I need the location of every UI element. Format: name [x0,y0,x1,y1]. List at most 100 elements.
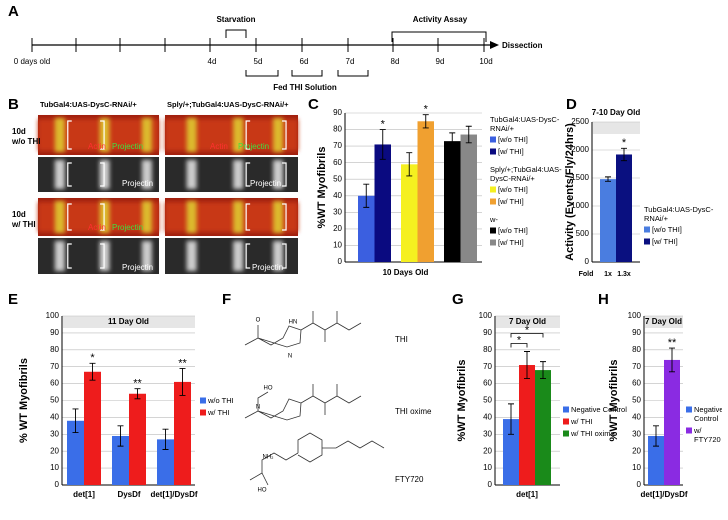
legend-swatch [686,406,692,413]
starvation-bracket [225,29,247,38]
y-tick-label: 80 [483,345,492,354]
y-tick-label: 90 [333,108,342,117]
atom: HO [264,386,273,392]
x-tick-label: det[1]/DysDf [150,490,197,499]
fed-bracket [245,70,279,77]
panel-label: E [8,291,18,308]
y-tick-label: 70 [50,362,59,371]
error-bar [524,351,530,379]
legend-label-box: w/ THI [208,408,230,417]
chart-title: 7 Day Old [509,317,546,326]
overlay-label: Projectin [250,179,281,188]
overlay-label: Actin [88,142,106,151]
y-tick-label: 30 [632,429,641,438]
y-tick-label: 90 [632,328,641,337]
y-tick-label: 90 [483,328,492,337]
striation [186,241,197,271]
striation [141,241,152,271]
y-tick-label: 70 [483,362,492,371]
x-tick-label: det[1]/DysDf [640,490,687,499]
significance-label: * [424,104,429,116]
x-tick-label: DysDf [117,490,140,499]
fed-bracket [291,70,323,77]
legend-swatch [490,239,496,246]
legend-label: [w/ THI] [652,237,678,246]
chemical-structures [244,311,385,486]
legend-label: w/ THI [208,408,230,417]
legend-swatch [563,418,569,425]
timeline-day: 4d [208,57,217,66]
bar [444,141,461,262]
legend-label: [w/ THI] [498,238,524,247]
structure-label: FTY720 [395,475,424,484]
column-header: Sply/+;TubGal4:UAS-DysC-RNAi/+ [167,100,289,109]
y-axis-label: % WT Myofibrils [18,358,30,443]
bar [174,381,191,485]
legend-label: [w/o THI] [498,185,528,194]
panel-label: C [308,96,319,113]
legend-label-box: Negative Control [571,405,627,414]
bar [112,435,129,485]
fold-value: 1.3x [617,271,631,278]
error-bar [406,152,413,177]
bar [503,419,519,485]
y-tick-label: 500 [576,229,590,238]
significance-label: * [622,137,627,149]
legend-label-box: [w/ THI] [652,237,678,246]
row-label: w/o THI [11,137,40,146]
atom: HN [289,320,298,326]
x-tick-label: det[1] [516,490,538,499]
legend-swatch [490,186,496,193]
error-bar [72,408,79,434]
y-tick-label: 30 [333,207,342,216]
error-bar [605,176,611,182]
legend-swatch [490,227,496,234]
y-axis-label: %WT Myofibrils [456,360,468,442]
legend-label-box: [w/ THI] [498,147,524,156]
bar [84,371,101,485]
y-axis-label: Activity (Events/Fly/24hrs) [564,123,576,261]
y-tick-label: 50 [483,396,492,405]
y-tick-label: 70 [632,362,641,371]
y-tick-label: 40 [483,413,492,422]
striation [273,201,284,233]
striation [233,118,244,152]
atom: NH₂ [263,455,275,461]
striation [273,118,284,152]
striation [54,118,65,152]
legend-group-title-box: Sply/+;TubGal4:UAS-DysC-RNAi/+ [490,165,562,183]
error-bar [540,361,546,379]
legend-swatch [490,136,496,143]
bracket [245,120,287,150]
legend-label: w/ THI [571,417,593,426]
y-axis-label: %WT Myofibrils [608,360,620,442]
bar [401,164,418,262]
overlay-label: Projectin [122,179,153,188]
y-tick-label: 50 [333,174,342,183]
atom: N [288,354,292,360]
starvation-label: Starvation [216,15,255,24]
error-bar [465,125,472,144]
y-tick-label: 20 [333,224,342,233]
y-tick-label: 2500 [571,117,589,126]
bracket [245,162,287,187]
significance-label: ** [668,337,677,349]
error-bar [363,183,370,208]
striation [54,201,65,233]
legend-label-box: [w/o THI] [498,185,528,194]
bracket [245,243,287,269]
bar [358,195,375,262]
legend-label: [w/o THI] [652,225,682,234]
chart-title: 7 Day Old [645,317,682,326]
striation [186,201,197,233]
y-tick-label: 20 [483,446,492,455]
significance-label: ** [133,378,142,390]
significance-label: ** [178,357,187,369]
y-tick-label: 0 [55,480,60,489]
y-tick-label: 0 [338,257,343,266]
striation [233,160,244,189]
panel-label: G [452,291,464,308]
title-band [63,316,195,328]
bar [460,134,477,262]
